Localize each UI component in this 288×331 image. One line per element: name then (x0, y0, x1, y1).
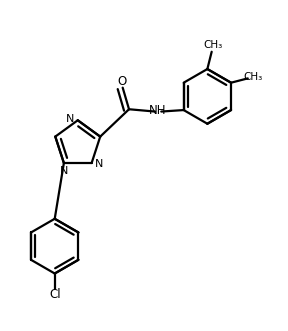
Text: N: N (60, 166, 68, 176)
Text: N: N (95, 159, 103, 169)
Text: N: N (65, 114, 74, 124)
Text: CH₃: CH₃ (204, 40, 223, 50)
Text: NH: NH (149, 104, 166, 117)
Text: Cl: Cl (49, 288, 60, 301)
Text: CH₃: CH₃ (243, 72, 263, 82)
Text: O: O (117, 75, 126, 88)
